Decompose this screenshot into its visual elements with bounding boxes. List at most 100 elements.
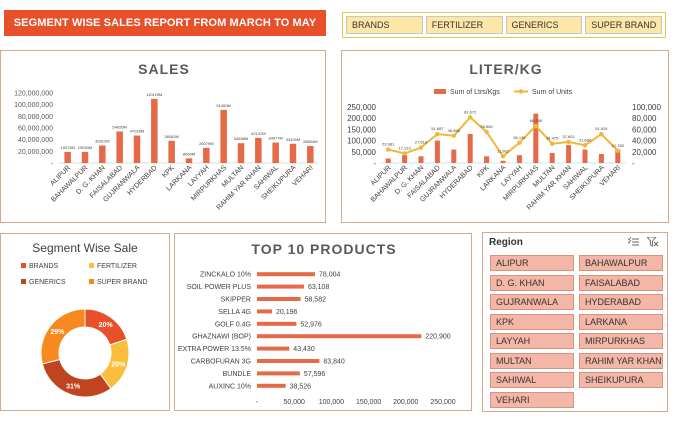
sales-y-tick-label: 60,000,000 <box>18 126 53 133</box>
units-point-label: 27,616 <box>415 140 428 145</box>
product-label: SOIL POWER PLUS <box>187 284 252 291</box>
sales-data-label: 91460M <box>216 103 230 108</box>
region-item-hyderabad[interactable]: HYDERABAD <box>579 294 663 310</box>
region-slicer: Region ALIPUR BAHAWALPUR D. G. KHAN FAISALA… <box>482 232 668 412</box>
liter-bar <box>500 160 506 163</box>
legend-label-units: Sum of Units <box>532 89 573 96</box>
segment-brands-button[interactable]: BRANDS <box>346 16 423 34</box>
product-bar <box>257 334 422 339</box>
units-point-label: 34,475 <box>546 136 559 141</box>
liter-y-left-tick-label: - <box>373 159 376 168</box>
sales-data-label: 110115M <box>146 92 162 97</box>
segment-chart: BRANDS FERTILIZER GENERICS SUPER BRAND 20% 20… <box>21 263 148 398</box>
units-point <box>386 147 391 152</box>
multi-select-icon[interactable] <box>628 237 640 247</box>
units-point <box>402 151 407 156</box>
product-label: ZINCKALO 10% <box>200 272 251 279</box>
segment-legend-label: BRANDS <box>29 263 59 270</box>
liter-y-left-tick-label: 200,000 <box>347 114 376 123</box>
segment-generics-button[interactable]: GENERICS <box>505 16 583 34</box>
region-item-mirpurkhas[interactable]: MIRPURKHAS <box>579 333 663 349</box>
region-item-d-g-khan[interactable]: D. G. KHAN <box>490 274 574 291</box>
region-item-vehari[interactable]: VEHARI <box>490 391 574 408</box>
units-point-label: 36,139 <box>513 135 526 140</box>
sales-bar <box>151 98 158 163</box>
units-point <box>500 154 506 159</box>
liter-bar <box>533 113 539 163</box>
product-label: AUXINC 10% <box>209 383 251 390</box>
segment-super-brand-button[interactable]: SUPER BRAND <box>585 16 662 34</box>
sales-chart: - 20,000,000 40,000,000 60,000,000 80,000,00… <box>14 91 319 212</box>
segment-legend-swatch <box>89 279 94 284</box>
region-item-sahiwal[interactable]: SAHIWAL <box>490 372 574 388</box>
product-data-label: 52,976 <box>300 321 322 328</box>
sales-data-label: 19074M <box>60 145 74 150</box>
liter-y-left-tick-label: 50,000 <box>352 148 377 157</box>
sales-chart-title: SALES <box>138 61 190 77</box>
sales-data-label: 26079M <box>199 141 213 146</box>
units-point-label: 55,560 <box>480 124 493 129</box>
sales-bar <box>203 147 210 163</box>
region-item-larkana[interactable]: LARKANA <box>579 313 663 330</box>
sales-data-label: 28804M <box>303 139 317 144</box>
product-data-label: 63,108 <box>308 284 330 291</box>
liter-bar <box>516 155 522 163</box>
units-point-label: 66,248 <box>530 118 543 123</box>
sales-bar <box>99 145 106 163</box>
segment-legend-swatch <box>21 279 26 284</box>
segment-chart-title: Segment Wise Sale <box>32 241 138 255</box>
sales-bar <box>168 140 175 163</box>
sales-bar <box>116 131 123 163</box>
sales-bar <box>64 151 71 163</box>
products-chart: ZINCKALO 10% 78,004 SOIL POWER PLUS 63,108 S… <box>178 272 456 406</box>
product-label: GOLF 0.4G <box>215 321 251 328</box>
sales-y-tick-label: 100,000,000 <box>14 102 53 109</box>
units-point <box>418 145 424 150</box>
product-data-label: 220,900 <box>425 334 450 341</box>
liter-y-right-tick-label: 60,000 <box>632 125 657 134</box>
region-item-sheikupura[interactable]: SHEIKUPURA <box>579 372 663 388</box>
segment-fertilizer-button[interactable]: FERTILIZER <box>425 16 503 34</box>
units-point-label: 23,981 <box>382 142 395 147</box>
region-item-bahawalpur[interactable]: BAHAWALPUR <box>579 255 663 271</box>
region-item-kpk[interactable]: KPK <box>490 313 574 330</box>
liter-bar <box>549 152 555 163</box>
product-x-tick-label: 200,000 <box>393 399 418 406</box>
product-data-label: 83,840 <box>323 359 345 366</box>
product-bar <box>257 383 286 388</box>
product-label: GHAZNAWI (BOP) <box>192 334 251 341</box>
sales-bar <box>133 135 141 163</box>
sales-bar <box>272 142 279 163</box>
sales-bar <box>307 146 314 163</box>
segment-slice <box>40 308 86 365</box>
sales-bar <box>255 137 262 163</box>
units-point <box>484 129 489 135</box>
units-point <box>615 148 620 154</box>
region-item-multan[interactable]: MULTAN <box>490 352 574 369</box>
region-item-gujranwala[interactable]: GUJRANWALA <box>490 294 574 310</box>
product-bar <box>257 309 273 314</box>
region-item-alipur[interactable]: ALIPUR <box>490 255 574 271</box>
product-x-tick-label: 100,000 <box>319 399 344 406</box>
region-item-rahim-yar-khan[interactable]: RAHIM YAR KHAN <box>579 352 663 369</box>
region-item-faisalabad[interactable]: FAISALABAD <box>579 274 663 291</box>
sales-y-tick-label: - <box>51 161 54 168</box>
liter-bar <box>402 155 408 163</box>
product-bar <box>257 272 316 277</box>
product-x-tick-label: 150,000 <box>356 399 381 406</box>
segment-slice-label: 29% <box>50 329 65 336</box>
clear-filter-icon[interactable] <box>647 237 659 247</box>
segment-slice <box>41 358 112 398</box>
segment-legend-label: GENERICS <box>29 279 66 286</box>
liter-bar <box>467 133 473 163</box>
region-item-layyah[interactable]: LAYYAH <box>490 333 574 349</box>
liter-bar <box>598 154 604 163</box>
sales-data-label: 8064M <box>183 151 195 156</box>
product-bar <box>257 346 290 351</box>
units-point <box>599 131 604 137</box>
units-point <box>435 131 440 137</box>
sales-data-label: 30312M <box>95 139 109 144</box>
sales-data-label: 47018M <box>130 129 144 134</box>
sales-bar <box>289 143 297 163</box>
sales-y-tick-label: 120,000,000 <box>14 91 53 98</box>
